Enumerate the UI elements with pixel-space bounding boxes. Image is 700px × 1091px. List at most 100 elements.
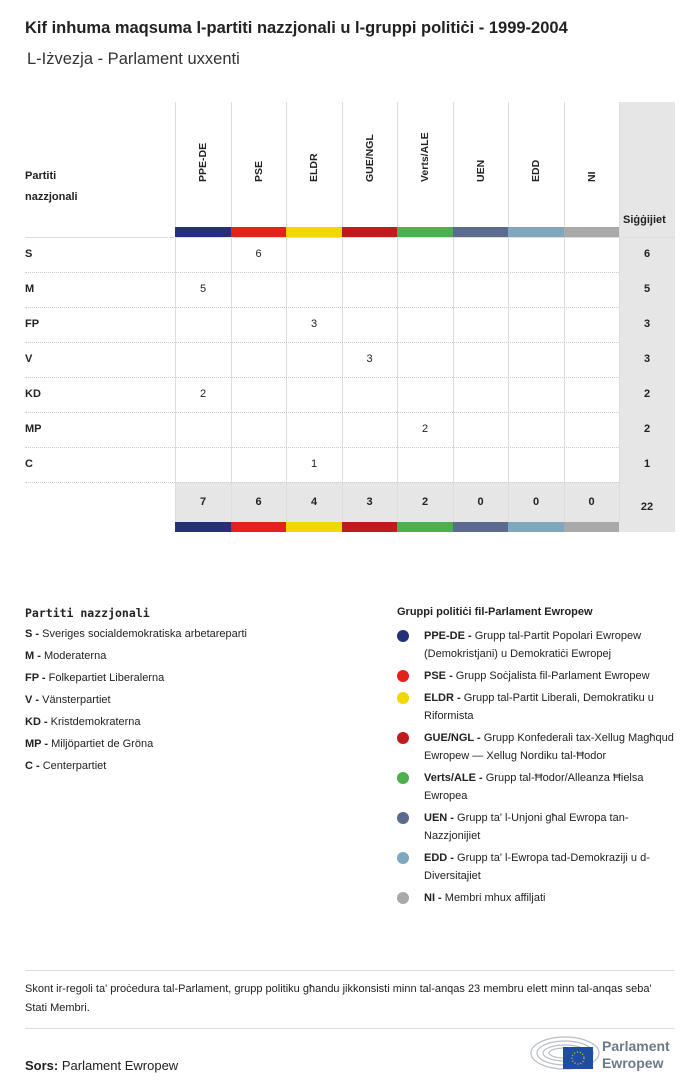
column-divider: [397, 102, 398, 522]
group-legend-item: ELDR - Grupp tal-Partit Liberali, Demokr…: [397, 689, 682, 725]
seat-count: 1: [310, 458, 318, 470]
column-total: 2: [421, 496, 429, 508]
group-abbr: Verts/ALE: [424, 772, 476, 784]
party-legend-item: C - Centerpartiet: [25, 760, 107, 772]
column-header-eldr: ELDR: [308, 153, 320, 182]
color-bar: [563, 227, 619, 237]
group-legend-item: PPE-DE - Grupp tal-Partit Popolari Ewrop…: [397, 627, 682, 663]
group-legend-item: PSE - Grupp Soċjalista fil-Parlament Ewr…: [397, 667, 682, 685]
group-legend-item: EDD - Grupp ta' l-Ewropa tad-Demokraziji…: [397, 849, 682, 885]
party-legend-item: M - Moderaterna: [25, 650, 107, 662]
color-bar: [230, 522, 286, 532]
party-name: Kristdemokraterna: [50, 716, 141, 728]
column-total: 4: [310, 496, 318, 508]
group-name: Grupp ta' l-Unjoni għal Ewropa tan-Nazzj…: [424, 812, 629, 842]
color-bar: [175, 227, 231, 237]
source: Sors: Parlament Ewropew: [25, 1058, 178, 1073]
group-abbr: PPE-DE: [424, 630, 465, 642]
group-name: Membri mhux affiljati: [444, 892, 546, 904]
column-divider: [341, 102, 343, 522]
party-abbr: MP: [25, 738, 42, 750]
column-divider: [452, 102, 454, 522]
row-divider: [25, 447, 619, 448]
color-bar: [341, 227, 397, 237]
color-bar: [341, 522, 397, 532]
color-bar: [452, 227, 508, 237]
row-total: 5: [643, 283, 651, 295]
legend-title: Partiti nazzjonali: [25, 606, 150, 620]
page-title: Kif inhuma maqsuma l-partiti nazzjonali …: [25, 19, 568, 37]
total-column-background: [619, 102, 675, 532]
column-header-uen: UEN: [474, 159, 487, 182]
seat-count: 3: [310, 318, 318, 330]
row-label: C: [25, 458, 33, 470]
seat-distribution-table: Partiti nazzjonali Siġġijiet PPE-DE 7 PSE 6 EL…: [25, 102, 675, 532]
color-dot-icon: [397, 772, 409, 784]
party-name: Vänsterpartiet: [42, 694, 111, 706]
party-legend-item: S - Sveriges socialdemokratiska arbetare…: [25, 628, 247, 640]
group-name: Grupp tal-Partit Liberali, Demokratiku u…: [424, 692, 654, 722]
color-dot-icon: [397, 732, 409, 744]
logo-line-2: Ewropew: [602, 1055, 664, 1071]
grand-total: 22: [640, 501, 654, 513]
group-legend-item: UEN - Grupp ta' l-Unjoni għal Ewropa tan…: [397, 809, 682, 845]
color-bar: [175, 522, 231, 532]
color-dot-icon: [397, 670, 409, 682]
group-legend-item: GUE/NGL - Grupp Konfederali tax-Xellug M…: [397, 729, 682, 765]
seat-count: 5: [199, 283, 207, 295]
party-name: Folkepartiet Liberalerna: [48, 672, 165, 684]
party-abbr: M: [25, 650, 35, 662]
seat-count: 2: [421, 423, 429, 435]
group-abbr: UEN: [424, 812, 448, 824]
color-dot-icon: [397, 630, 409, 642]
color-bar: [230, 227, 286, 237]
color-dot-icon: [397, 892, 409, 904]
column-divider: [230, 102, 232, 522]
group-abbr: EDD: [424, 852, 448, 864]
row-divider: [25, 412, 619, 413]
party-name: Centerpartiet: [42, 760, 107, 772]
row-total: 6: [643, 248, 651, 260]
seat-count: 2: [199, 388, 207, 400]
parliament-logo: [530, 1036, 600, 1070]
column-total: 0: [532, 496, 540, 508]
row-total: 1: [643, 458, 651, 470]
logo-text: Parlament Ewropew: [602, 1038, 670, 1072]
party-abbr: FP: [25, 672, 39, 684]
column-divider: [619, 102, 620, 522]
political-groups-legend: Gruppi politiċi fil-Parlament Ewropew PP…: [397, 606, 682, 911]
group-abbr: PSE: [424, 670, 447, 682]
column-divider: [563, 102, 565, 522]
header-divider: [25, 237, 675, 238]
color-bar: [508, 227, 564, 237]
color-bar: [286, 227, 342, 237]
party-legend-item: V - Vänsterpartiet: [25, 694, 111, 706]
column-header-ni: NI: [585, 171, 598, 183]
column-header-gue-ngl: GUE/NGL: [363, 134, 376, 182]
color-dot-icon: [397, 692, 409, 704]
party-abbr: KD: [25, 716, 41, 728]
total-header: Siġġijiet: [623, 214, 666, 226]
party-legend-item: MP - Miljöpartiet de Gröna: [25, 738, 154, 750]
party-abbr: V: [25, 694, 33, 706]
group-name: Grupp tal-Ħodor/Alleanza Ħielsa Ewropea: [424, 772, 644, 802]
group-name: Grupp Soċjalista fil-Parlament Ewropew: [455, 670, 650, 682]
row-divider: [25, 272, 619, 273]
group-name: Grupp Konfederali tax-Xellug Magħqud Ewr…: [424, 732, 674, 762]
legend-title: Gruppi politiċi fil-Parlament Ewropew: [397, 606, 593, 618]
row-label: FP: [25, 318, 40, 330]
column-divider: [508, 102, 509, 522]
column-divider: [175, 102, 176, 522]
color-bar: [397, 522, 453, 532]
row-divider: [25, 307, 619, 308]
column-total: 6: [255, 496, 262, 508]
column-header-edd: EDD: [530, 159, 542, 182]
column-header-verts-ale: Verts/ALE: [419, 132, 431, 182]
column-total: 0: [588, 496, 595, 508]
source-value: Parlament Ewropew: [61, 1058, 179, 1073]
color-bar: [563, 522, 619, 532]
party-legend-item: KD - Kristdemokraterna: [25, 716, 141, 728]
column-total: 3: [366, 496, 373, 508]
logo-line-1: Parlament: [602, 1038, 670, 1054]
row-header: Partiti nazzjonali: [25, 170, 78, 203]
